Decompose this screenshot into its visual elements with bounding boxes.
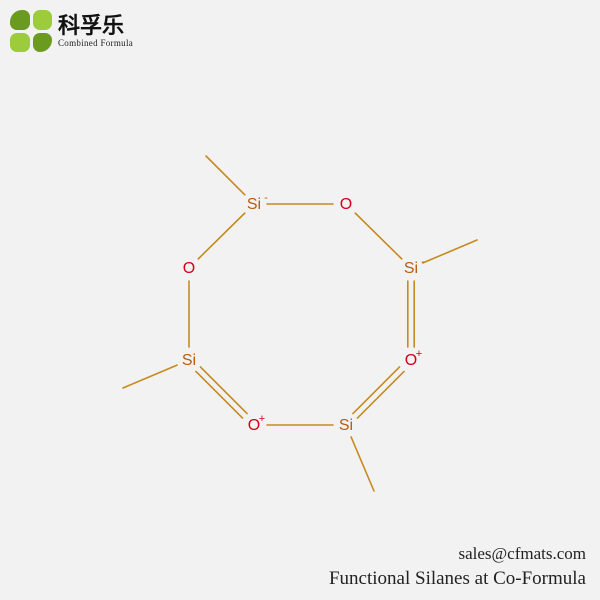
atom-O4: O [183, 260, 195, 277]
svg-text:-: - [264, 192, 268, 204]
atom-Si4: Si [182, 352, 196, 369]
atom-Si3: Si [339, 417, 353, 434]
svg-text:+: + [416, 348, 422, 360]
tagline: Functional Silanes at Co-Formula [329, 568, 586, 590]
atom-O1: O [340, 196, 352, 213]
molecule-diagram: Si-OSi-O+SiO+SiO [0, 0, 600, 600]
atom-Si2: Si [404, 260, 418, 277]
svg-text:-: - [421, 256, 425, 268]
svg-text:+: + [259, 413, 265, 425]
contact-email: sales@cfmats.com [329, 544, 586, 564]
footer: sales@cfmats.com Functional Silanes at C… [329, 544, 586, 590]
atom-Si1: Si [247, 196, 261, 213]
